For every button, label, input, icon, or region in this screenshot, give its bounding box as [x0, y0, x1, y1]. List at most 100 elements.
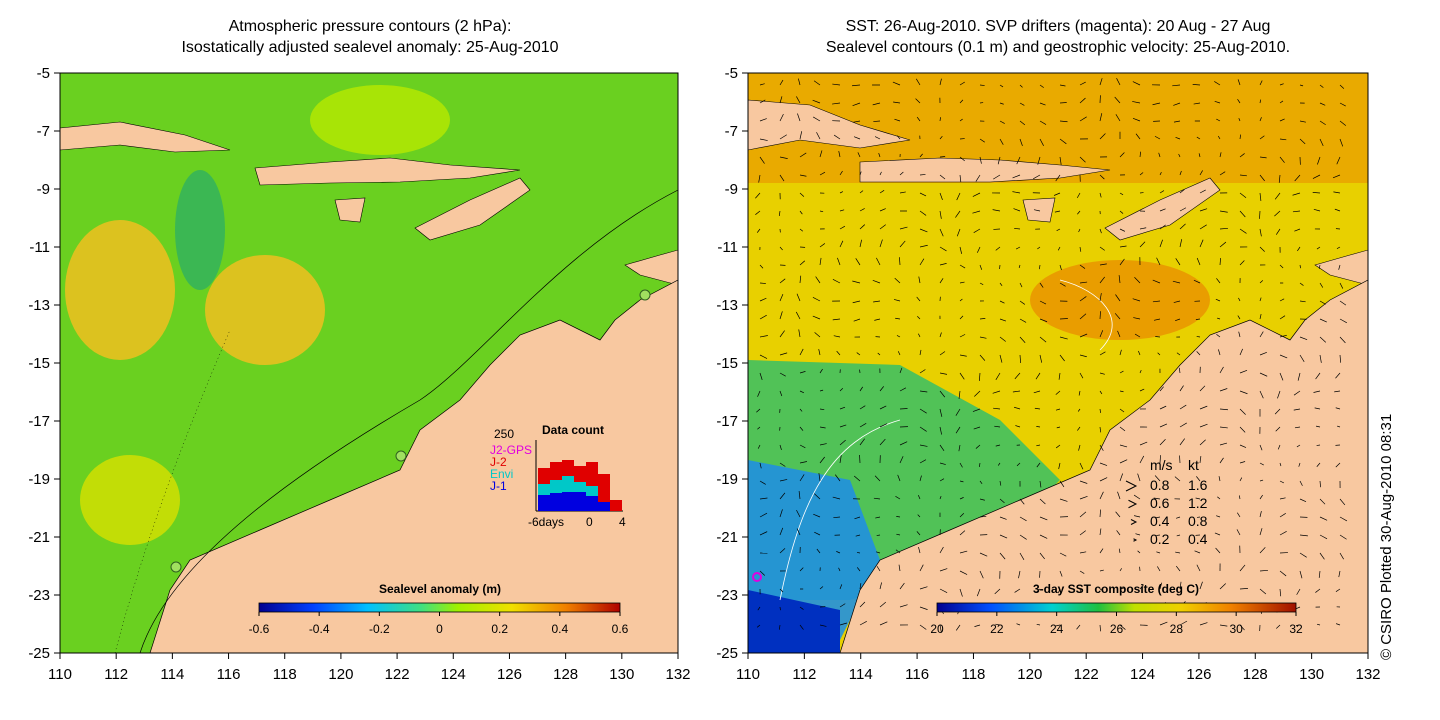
velocity-arrow — [896, 516, 901, 518]
velocity-arrow — [1159, 190, 1165, 194]
velocity-arrow — [1279, 588, 1282, 597]
right-lon-tick-label: 118 — [961, 666, 985, 683]
velocity-arrow — [1335, 462, 1341, 468]
velocity-arrow — [853, 475, 861, 482]
velocity-arrow — [1332, 174, 1341, 179]
velocity-arrow — [873, 300, 881, 303]
right-lon-tick-label: 116 — [905, 666, 929, 683]
velocity-arrow — [1114, 313, 1121, 320]
velocity-arrow — [819, 456, 825, 464]
velocity-arrow — [779, 509, 783, 518]
velocity-arrow — [1339, 354, 1342, 363]
right-lat-tick-label: -9 — [725, 181, 738, 198]
velocity-arrow — [1139, 388, 1145, 392]
velocity-arrow — [999, 480, 1002, 486]
velocity-arrow — [1239, 210, 1246, 218]
velocity-arrow — [1013, 208, 1021, 212]
left-colorbar-tick-label: -0.2 — [369, 622, 390, 636]
velocity-arrow — [1139, 441, 1148, 446]
velocity-arrow — [1118, 548, 1121, 554]
velocity-arrow — [1179, 239, 1183, 248]
velocity-arrow — [1154, 516, 1161, 519]
velocity-arrow — [879, 190, 885, 194]
velocity-arrow — [1259, 511, 1262, 518]
velocity-arrow — [959, 118, 963, 122]
velocity-arrow — [1259, 192, 1262, 201]
velocity-arrow — [918, 546, 921, 554]
velocity-arrow — [1156, 551, 1161, 554]
velocity-arrow — [818, 473, 821, 482]
velocity-arrow — [939, 568, 948, 572]
velocity-arrow — [1279, 118, 1285, 122]
left-contour — [139, 189, 678, 653]
velocity-arrow — [1139, 455, 1145, 464]
velocity-arrow — [919, 624, 927, 630]
velocity-arrow — [899, 226, 908, 230]
velocity-arrow — [1237, 315, 1241, 320]
velocity-arrow — [959, 315, 964, 320]
velocity-arrow — [1076, 624, 1081, 630]
velocity-arrow — [1299, 570, 1303, 579]
velocity-arrow — [779, 96, 783, 104]
velocity-arrow — [919, 426, 927, 432]
velocity-arrow — [1119, 568, 1122, 572]
velocity-arrow — [1078, 390, 1081, 396]
velocity-arrow — [1259, 569, 1268, 572]
velocity-arrow — [818, 349, 821, 356]
velocity-arrow — [1336, 425, 1341, 428]
velocity-arrow — [979, 264, 983, 270]
velocity-arrow — [1279, 354, 1288, 359]
velocity-arrow — [1039, 534, 1048, 539]
left-colorbar-gradient — [258, 602, 621, 613]
velocity-arrow — [1239, 348, 1243, 356]
right-colorbar-label: 3-day SST composite (deg C) — [1033, 582, 1199, 596]
velocity-arrow — [1039, 300, 1047, 305]
velocity-arrow — [859, 601, 866, 608]
velocity-arrow — [1059, 84, 1066, 87]
velocity-arrow — [959, 512, 965, 518]
left-axes: 110 112 114 116 118 120 122 124 126 128 130 132 -5 -7… — [28, 65, 690, 683]
velocity-arrow — [759, 335, 768, 338]
right-colorbar-tick-label: 26 — [1110, 622, 1124, 636]
velocity-arrow — [1179, 223, 1186, 230]
velocity-arrow — [759, 462, 762, 469]
velocity-arrow — [1119, 192, 1124, 196]
velocity-arrow — [1214, 100, 1221, 104]
right-island — [748, 99, 911, 151]
velocity-arrow — [879, 386, 884, 392]
data-count-bar — [586, 496, 598, 511]
velocity-arrow — [859, 171, 862, 176]
velocity-arrow — [1278, 174, 1281, 183]
velocity-arrow — [993, 407, 1001, 410]
velocity-arrow — [1179, 207, 1187, 212]
velocity-arrow — [878, 153, 881, 158]
left-colorbar-tick-label: 0.6 — [612, 622, 629, 636]
velocity-arrow — [819, 443, 827, 446]
velocity-arrow — [839, 439, 846, 446]
velocity-arrow — [1079, 551, 1087, 554]
velocity-arrow — [959, 530, 966, 536]
velocity-arrow — [759, 83, 765, 86]
velocity-arrow — [1019, 534, 1027, 540]
velocity-arrow — [875, 551, 881, 554]
velocity-arrow — [1078, 228, 1081, 233]
velocity-arrow — [999, 318, 1007, 322]
velocity-legend-kt: 1.6 — [1188, 477, 1208, 493]
left-colorbar-tick-label: 0.4 — [551, 622, 568, 636]
velocity-legend-ms: 0.4 — [1150, 513, 1170, 529]
velocity-arrow — [1016, 462, 1021, 467]
velocity-arrow — [939, 246, 947, 252]
velocity-arrow — [799, 228, 804, 232]
velocity-arrow — [1193, 279, 1201, 284]
velocity-arrow — [1116, 530, 1121, 536]
velocity-arrow — [1277, 390, 1281, 399]
velocity-arrow — [1239, 369, 1248, 374]
velocity-arrow — [898, 564, 901, 572]
velocity-arrow — [1057, 588, 1061, 594]
velocity-arrow — [779, 293, 784, 302]
velocity-arrow — [892, 81, 901, 86]
left-island — [414, 177, 531, 241]
velocity-arrow — [1119, 624, 1126, 630]
velocity-arrow — [1315, 425, 1321, 428]
velocity-arrow — [1178, 153, 1181, 158]
